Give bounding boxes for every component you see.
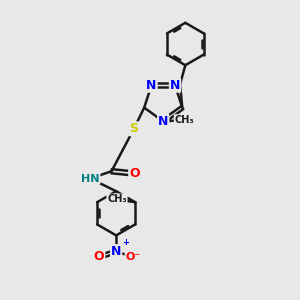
Text: CH₃: CH₃ bbox=[107, 194, 127, 204]
Text: N: N bbox=[146, 79, 157, 92]
Text: N: N bbox=[111, 245, 121, 258]
Text: O⁻: O⁻ bbox=[126, 252, 141, 262]
Text: O: O bbox=[94, 250, 104, 263]
Text: HN: HN bbox=[81, 174, 100, 184]
Text: N: N bbox=[158, 115, 168, 128]
Text: N: N bbox=[170, 79, 180, 92]
Text: O: O bbox=[129, 167, 140, 180]
Text: S: S bbox=[129, 122, 138, 135]
Text: +: + bbox=[122, 238, 129, 247]
Text: CH₃: CH₃ bbox=[175, 115, 194, 125]
